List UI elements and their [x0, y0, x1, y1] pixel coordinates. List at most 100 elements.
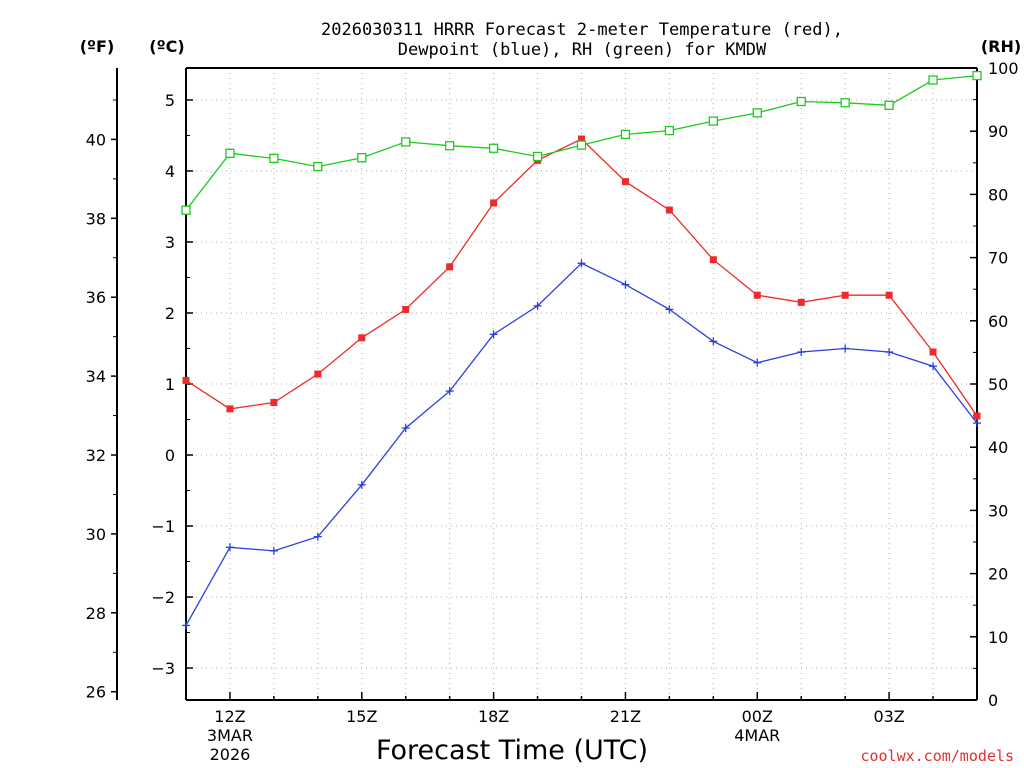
dewpoint-point — [445, 387, 454, 396]
gridlines — [186, 68, 977, 700]
fahrenheit-tick-label: 30 — [86, 525, 106, 544]
rh-point — [796, 96, 806, 107]
temperature-point — [446, 263, 454, 271]
x-tick-label: 00Z — [742, 707, 773, 726]
rh-point — [884, 100, 894, 110]
temperature-point — [841, 291, 849, 299]
rh-tick-label: 70 — [988, 249, 1008, 268]
rh-point — [928, 75, 938, 85]
temperature-point — [490, 199, 498, 207]
x-tick-sublabel: 2026 — [210, 745, 251, 764]
dewpoint-point — [797, 348, 806, 357]
dewpoint-point — [269, 546, 278, 555]
rh-point — [269, 153, 279, 164]
dewpoint-point — [577, 259, 586, 268]
temperature-point — [929, 348, 937, 356]
fahrenheit-tick-label: 32 — [86, 446, 106, 465]
temperature-point — [885, 291, 893, 299]
chart-title-line2: Dewpoint (blue), RH (green) for KMDW — [398, 40, 767, 60]
series-rh — [181, 70, 982, 215]
rh-point — [576, 140, 587, 150]
dewpoint-point — [665, 305, 674, 314]
rh-point — [972, 70, 982, 81]
dewpoint-point — [621, 280, 630, 289]
fahrenheit-tick-label: 28 — [86, 604, 106, 623]
fahrenheit-axis-label: (ºF) — [80, 37, 115, 56]
temperature-point — [797, 298, 805, 306]
x-tick-label: 12Z — [214, 707, 245, 726]
temperature-point — [621, 178, 629, 186]
temperature-point — [314, 370, 322, 378]
celsius-tick-label: 2 — [165, 304, 175, 323]
dewpoint-point — [709, 337, 718, 346]
rh-tick-label: 60 — [988, 312, 1008, 331]
rh-point — [488, 143, 499, 153]
rh-point — [181, 205, 191, 215]
rh-tick-label: 20 — [988, 565, 1008, 584]
series-dewpoint — [182, 259, 981, 630]
x-tick-sublabel: 3MAR — [207, 726, 253, 745]
temperature-point — [753, 291, 761, 299]
rh-point — [313, 161, 323, 172]
celsius-tick-label: 0 — [165, 446, 175, 465]
rh-point — [620, 129, 631, 140]
tick-labels: 543210−1−2−34038363432302826100908070605… — [86, 59, 1019, 764]
rh-point — [445, 141, 455, 151]
fahrenheit-tick-label: 36 — [86, 288, 106, 307]
celsius-tick-label: −3 — [151, 659, 175, 678]
temperature-point — [578, 135, 585, 143]
celsius-tick-label: 4 — [165, 162, 175, 181]
rh-tick-label: 50 — [988, 375, 1008, 394]
rh-tick-label: 80 — [988, 185, 1008, 204]
rh-point — [708, 116, 718, 126]
fahrenheit-tick-label: 26 — [86, 683, 106, 702]
temperature-point — [709, 256, 717, 264]
rh-point — [664, 125, 675, 136]
dewpoint-point — [929, 362, 938, 371]
rh-tick-label: 40 — [988, 438, 1008, 457]
rh-point — [357, 153, 367, 163]
temperature-point — [270, 398, 278, 406]
fahrenheit-tick-label: 38 — [86, 209, 106, 228]
rh-point — [225, 148, 235, 158]
dewpoint-point — [753, 358, 762, 367]
rh-tick-label: 0 — [988, 691, 998, 710]
dewpoint-point — [533, 301, 542, 310]
temperature-point — [182, 376, 190, 384]
dewpoint-point — [182, 621, 190, 630]
x-tick-label: 03Z — [873, 707, 904, 726]
temperature-point — [973, 412, 981, 420]
dewpoint-line — [185, 262, 978, 626]
dewpoint-point — [225, 543, 234, 552]
dewpoint-point — [313, 532, 322, 541]
series-temperature — [182, 135, 981, 420]
temperature-point — [358, 334, 366, 342]
dewpoint-point — [885, 348, 894, 357]
celsius-tick-label: 3 — [165, 233, 175, 252]
rh-point — [752, 108, 762, 118]
chart-title-line1: 2026030311 HRRR Forecast 2-meter Tempera… — [321, 20, 843, 40]
temperature-line — [185, 138, 978, 417]
dewpoint-point — [489, 330, 498, 339]
dewpoint-point — [357, 480, 366, 489]
credit-text: coolwx.com/models — [860, 747, 1014, 765]
temperature-point — [226, 405, 234, 413]
celsius-axis-label: (ºC) — [149, 37, 184, 56]
rh-point — [840, 98, 850, 108]
rh-point — [532, 151, 543, 162]
rh-tick-label: 30 — [988, 501, 1008, 520]
x-axis-label: Forecast Time (UTC) — [376, 735, 648, 766]
x-tick-label: 15Z — [346, 707, 377, 726]
x-tick-sublabel: 4MAR — [734, 726, 780, 745]
rh-tick-label: 10 — [988, 628, 1008, 647]
celsius-tick-label: 1 — [165, 375, 175, 394]
dewpoint-point — [973, 419, 981, 428]
x-tick-label: 18Z — [478, 707, 509, 726]
dewpoint-point — [841, 344, 850, 353]
celsius-tick-label: −1 — [151, 517, 175, 536]
temperature-point — [402, 305, 410, 313]
x-tick-label: 21Z — [610, 707, 641, 726]
axes — [111, 67, 978, 701]
rh-tick-label: 100 — [988, 59, 1019, 78]
